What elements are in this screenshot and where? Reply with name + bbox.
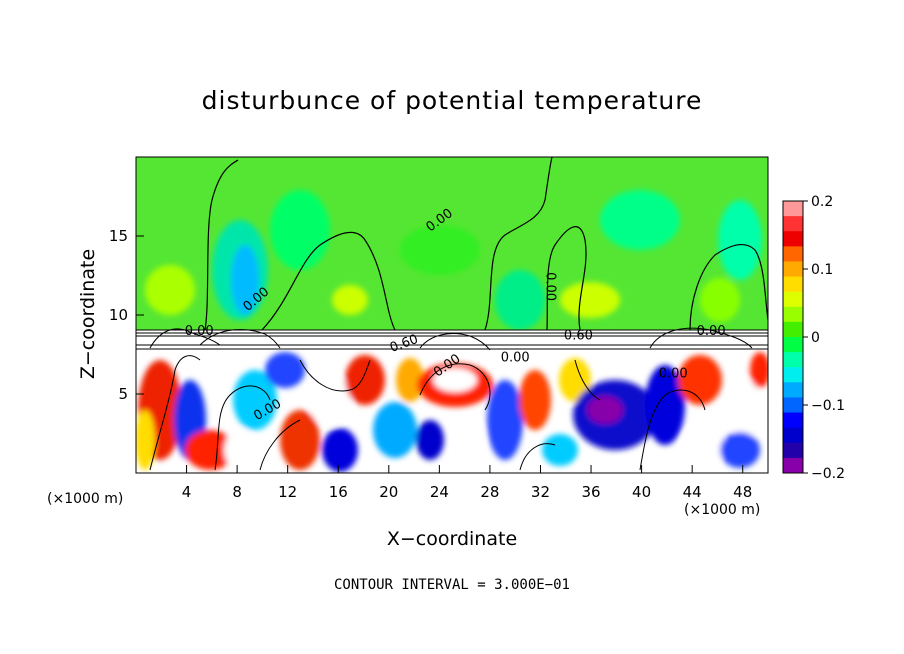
colorbar-swatch: [783, 442, 803, 459]
contour-label-text: 0.00: [501, 351, 530, 366]
colorbar-swatch: [783, 291, 803, 308]
chart-title: disturbunce of potential temperature: [201, 86, 703, 115]
x-tick-label: 20: [379, 483, 398, 501]
colorbar-swatch: [783, 276, 803, 293]
x-tick-label: 36: [581, 483, 600, 501]
x-tick-label: 48: [733, 483, 752, 501]
contour-label: 0.00: [543, 272, 558, 301]
contour-label-text: 0.00: [543, 272, 558, 301]
contour-label: 0.60: [564, 329, 593, 344]
colorbar-tick-label: −0.1: [811, 398, 845, 414]
colorbar-tick-label: −0.2: [811, 466, 845, 482]
colorbar-swatch: [783, 201, 803, 217]
y-tick-label: 5: [118, 385, 128, 403]
x-tick-label: 40: [632, 483, 651, 501]
y-axis: 5 10 15: [109, 227, 144, 403]
colorbar-swatch: [783, 216, 803, 232]
colorbar-tick-label: 0: [811, 330, 820, 346]
upper-contours: [204, 157, 768, 331]
contour-label: 0.00: [659, 366, 688, 381]
colorbar-swatch: [783, 457, 803, 474]
contour-label-text: 0.00: [659, 366, 688, 381]
y-tick-label: 10: [109, 306, 128, 324]
y-unit-label: (×1000 m): [47, 491, 124, 507]
y-tick-label: 15: [109, 227, 128, 245]
colorbar-swatch: [783, 261, 803, 278]
colorbar-tick-label: 0.2: [811, 194, 833, 210]
colorbar-swatch: [783, 352, 803, 368]
x-tick-label: 44: [683, 483, 702, 501]
colorbar-swatch: [783, 397, 803, 414]
x-unit-label: (×1000 m): [684, 502, 761, 518]
colorbar-tick-label: 0.1: [811, 262, 833, 278]
plot-area: [136, 157, 768, 473]
contour-label: 0.00: [185, 324, 214, 339]
colorbar-swatch: [783, 321, 803, 338]
colorbar-swatch: [783, 427, 803, 444]
lower-contours: [149, 355, 706, 471]
x-tick-label: 8: [232, 483, 242, 501]
colorbar: 0.2 0.1 0 −0.1 −0.2: [782, 194, 845, 482]
x-axis-label: X−coordinate: [386, 528, 518, 550]
contour-labels: 0.000.00 0.000.000.60 0.600.00 0.000.000.00…: [185, 206, 726, 424]
contour-interval: CONTOUR INTERVAL = 3.000E−01: [333, 577, 570, 593]
colorbar-swatch: [783, 412, 803, 429]
x-tick-label: 24: [430, 483, 449, 501]
upper-anomalies: [145, 190, 762, 330]
contour-label: 0.00: [697, 324, 726, 339]
contour-label-text: 0.00: [185, 324, 214, 339]
colorbar-swatch: [783, 306, 803, 323]
colorbar-swatch: [783, 382, 803, 398]
y-axis-label: Z−coordinate: [77, 248, 99, 380]
x-tick-label: 16: [329, 483, 348, 501]
colorbar-swatch: [783, 246, 803, 262]
band-contours: [136, 327, 768, 351]
contour-label-text: 0.60: [564, 329, 593, 344]
contour-label-text: 0.00: [697, 324, 726, 339]
colorbar-swatch: [783, 367, 803, 383]
x-tick-label: 4: [182, 483, 192, 501]
x-tick-label: 32: [531, 483, 550, 501]
colorbar-swatch: [783, 337, 803, 353]
contour-label: 0.00: [501, 351, 530, 366]
x-tick-label: 12: [278, 483, 297, 501]
x-axis: 4 8 12 16 20 24 28 32 36 40 44 48: [182, 465, 752, 501]
lower-anomalies: [136, 352, 768, 472]
x-tick-label: 28: [480, 483, 499, 501]
colorbar-swatch: [783, 231, 803, 247]
